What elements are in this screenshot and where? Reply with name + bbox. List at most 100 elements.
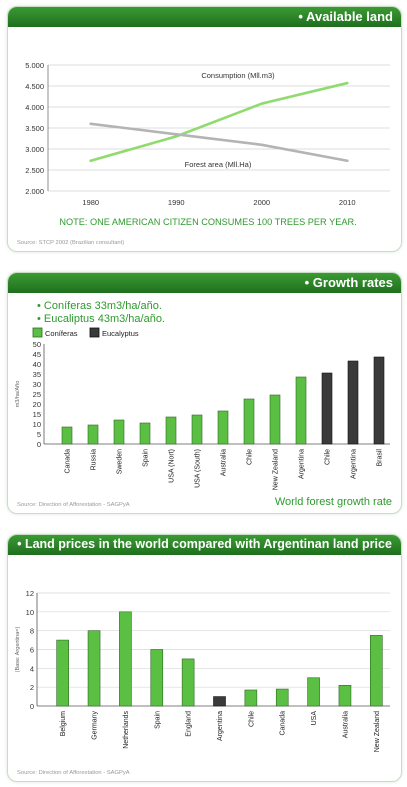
x-tick-label: Canada [280, 711, 287, 736]
y-tick-label: 25 [33, 390, 41, 399]
x-tick-label: 1990 [168, 198, 185, 207]
y-tick-label: 2.000 [25, 187, 44, 196]
data-point [174, 133, 178, 136]
land-prices-title: • Land prices in the world compared with… [17, 537, 392, 551]
x-tick-label: Russia [91, 449, 98, 471]
y-axis-label: (Base: Argentina=) [15, 626, 21, 672]
data-point [260, 143, 264, 147]
y-tick-label: 15 [33, 410, 41, 419]
x-tick-label: Chile [325, 449, 332, 465]
x-tick-label: 2000 [253, 198, 270, 207]
x-tick-label: USA (Nort) [169, 449, 176, 483]
x-tick-label: Spain [143, 449, 150, 467]
bar [87, 424, 99, 445]
y-tick-label: 5 [37, 430, 41, 439]
growth-rates-chart: • Coníferas 33m3/ha/año.• Eucaliptus 43m… [15, 300, 392, 508]
bar [191, 414, 203, 445]
bar [139, 422, 151, 445]
series-label-consumption: Consumption (Mll.m3) [201, 71, 275, 80]
bar [150, 649, 164, 707]
x-tick-label: New Zealand [374, 711, 381, 752]
bar [56, 639, 69, 707]
y-tick-label: 45 [33, 350, 41, 359]
y-tick-label: 35 [33, 370, 41, 379]
x-tick-label: Belgium [60, 711, 67, 736]
source-text: Source: Direction of Afforestation - SAG… [17, 502, 130, 508]
bar [243, 398, 255, 445]
series-line-forest-area [89, 122, 349, 163]
bar [338, 684, 352, 707]
y-tick-label: 20 [33, 400, 41, 409]
x-tick-label: USA [311, 711, 318, 726]
y-axis-label: m3/ha/Año [15, 381, 21, 408]
source-text: Source: STCP 2002 (Brazilian consultant) [17, 240, 124, 246]
y-tick-label: 2.500 [25, 166, 44, 175]
bar [217, 410, 229, 445]
x-tick-label: Spain [154, 711, 161, 729]
y-tick-label: 10 [33, 420, 41, 429]
data-point [174, 135, 178, 138]
y-tick-label: 6 [30, 646, 34, 655]
x-tick-label: England [186, 711, 193, 737]
x-tick-label: New Zealand [273, 449, 280, 490]
y-tick-label: 5.000 [25, 61, 44, 70]
land-prices-panel: • Land prices in the world compared with… [7, 534, 402, 782]
legend-swatch-eucalyptus [89, 327, 100, 338]
bullet-coniferas: • Coníferas 33m3/ha/año. [37, 300, 162, 312]
x-tick-label: Canada [65, 449, 72, 474]
bar [275, 688, 289, 707]
x-tick-label: Germany [92, 711, 99, 740]
x-tick-label: Chile [248, 711, 255, 727]
y-tick-label: 4 [30, 664, 34, 673]
y-tick-label: 30 [33, 380, 41, 389]
x-tick-label: Argentina [351, 449, 358, 479]
land-prices-chart: 0 2 4 6 8 10 12 (Base: Argentina=) Belgium German… [15, 589, 390, 776]
bar [373, 356, 385, 445]
bar [347, 360, 359, 445]
bullet-eucaliptus: • Eucaliptus 43m3/ha/año. [37, 313, 165, 325]
x-tick-label: Brasil [377, 449, 384, 467]
y-tick-label: 3.500 [25, 124, 44, 133]
available-land-header: • Available land [8, 7, 401, 27]
x-tick-label: Argentina [299, 449, 306, 479]
data-point [260, 102, 264, 105]
x-tick-label: Netherlands [123, 711, 130, 749]
bar [370, 635, 383, 707]
bar [119, 611, 132, 707]
y-tick-label: 3.000 [25, 145, 44, 154]
source-text: Source: Direction of Afforestation - SAG… [17, 770, 130, 776]
bar [213, 696, 226, 707]
x-tick-label: Australia [221, 449, 228, 476]
data-point [345, 81, 349, 85]
y-tick-label: 0 [30, 702, 34, 711]
land-prices-header: • Land prices in the world compared with… [8, 535, 401, 555]
growth-rates-title: • Growth rates [304, 275, 393, 290]
available-land-title: • Available land [298, 9, 393, 24]
x-tick-label: 2010 [339, 198, 356, 207]
x-tick-label: Sweden [117, 449, 124, 474]
bar [269, 394, 281, 445]
x-tick-label: USA (South) [195, 449, 202, 488]
y-tick-label: 40 [33, 360, 41, 369]
bar [113, 419, 125, 445]
series-line-consumption [89, 81, 349, 163]
y-tick-label: 10 [26, 608, 34, 617]
y-tick-label: 0 [37, 440, 41, 449]
legend-label-coniferas: Coníferas [45, 329, 78, 338]
bar [307, 677, 320, 707]
data-point [345, 159, 349, 163]
x-tick-label: Chile [247, 449, 254, 465]
data-point [89, 122, 93, 126]
bar [61, 426, 73, 445]
bar [165, 416, 177, 445]
data-point [89, 159, 93, 163]
x-tick-label: Australia [342, 711, 349, 738]
y-tick-label: 8 [30, 627, 34, 636]
available-land-chart: 2.000 2.500 3.000 3.500 4.000 4.500 5.000 1980 1… [17, 61, 390, 246]
y-tick-label: 4.500 [25, 82, 44, 91]
y-tick-label: 50 [33, 340, 41, 349]
x-tick-label: Argentina [217, 711, 224, 741]
y-tick-label: 12 [26, 589, 34, 598]
growth-rates-panel: • Growth rates • Coníferas 33m3/ha/año. •… [7, 272, 402, 514]
footer-label: World forest growth rate [275, 496, 392, 508]
